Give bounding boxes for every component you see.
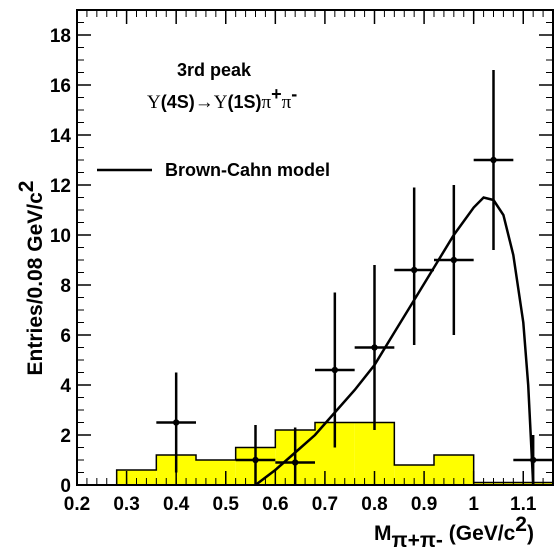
y-tick-label: 10	[50, 226, 71, 247]
x-tick-label: 0.9	[411, 494, 437, 515]
data-marker	[529, 456, 537, 464]
data-point	[235, 425, 276, 485]
data-point	[394, 187, 434, 345]
x-axis-ticks: 0.2 0.3 0.4 0.5 0.6 0.7 0.8 0.9 1 1.1	[64, 10, 554, 515]
x-tick-label: 0.6	[262, 494, 288, 515]
y-tick-label: 2	[60, 426, 71, 447]
data-point	[275, 427, 315, 485]
x-tick-label: 0.4	[163, 494, 190, 515]
data-marker	[252, 456, 259, 464]
x-tick-label: 0.7	[312, 494, 338, 515]
y-tick-label: 12	[50, 176, 71, 197]
y-tick-label: 14	[50, 126, 72, 147]
y-axis-title: Entries/0.08 GeV/c2	[15, 181, 47, 376]
x-tick-label: 0.2	[64, 494, 90, 515]
data-point	[354, 265, 395, 430]
data-point	[434, 185, 474, 335]
data-marker	[450, 256, 458, 264]
x-tick-label: 0.5	[213, 494, 240, 515]
y-axis-ticks: 0 2 4 6 8 10 12 14 16 18	[50, 9, 553, 497]
brown-cahn-curve	[254, 196, 535, 486]
y-tick-label: 8	[60, 276, 71, 297]
data-marker	[371, 344, 378, 351]
y-tick-label: 4	[60, 376, 71, 397]
x-tick-label: 1	[468, 494, 479, 515]
data-marker	[331, 366, 339, 374]
y-tick-label: 18	[50, 26, 71, 47]
decay-label: Υ(4S)→Υ(1S)π+π-	[147, 84, 297, 113]
legend-label: Brown-Cahn model	[165, 160, 330, 180]
data-point	[156, 372, 196, 473]
data-point	[473, 70, 514, 250]
x-tick-label: 1.1	[510, 494, 537, 515]
y-tick-label: 16	[50, 76, 71, 97]
model-curve-layer	[254, 196, 535, 486]
data-marker	[291, 459, 299, 466]
data-marker	[410, 266, 418, 274]
data-marker	[172, 419, 180, 426]
plot-frame	[76, 9, 554, 486]
y-tick-label: 6	[60, 326, 71, 347]
x-axis-title: Mπ+π- (GeV/c2)	[374, 513, 534, 548]
x-tick-label: 0.3	[113, 494, 139, 515]
chart-title: 3rd peak	[177, 60, 252, 80]
data-marker	[490, 156, 497, 164]
data-points-layer	[156, 70, 553, 485]
x-tick-label: 0.8	[361, 494, 387, 515]
data-point	[315, 292, 355, 448]
y-tick-label: 0	[60, 476, 71, 497]
